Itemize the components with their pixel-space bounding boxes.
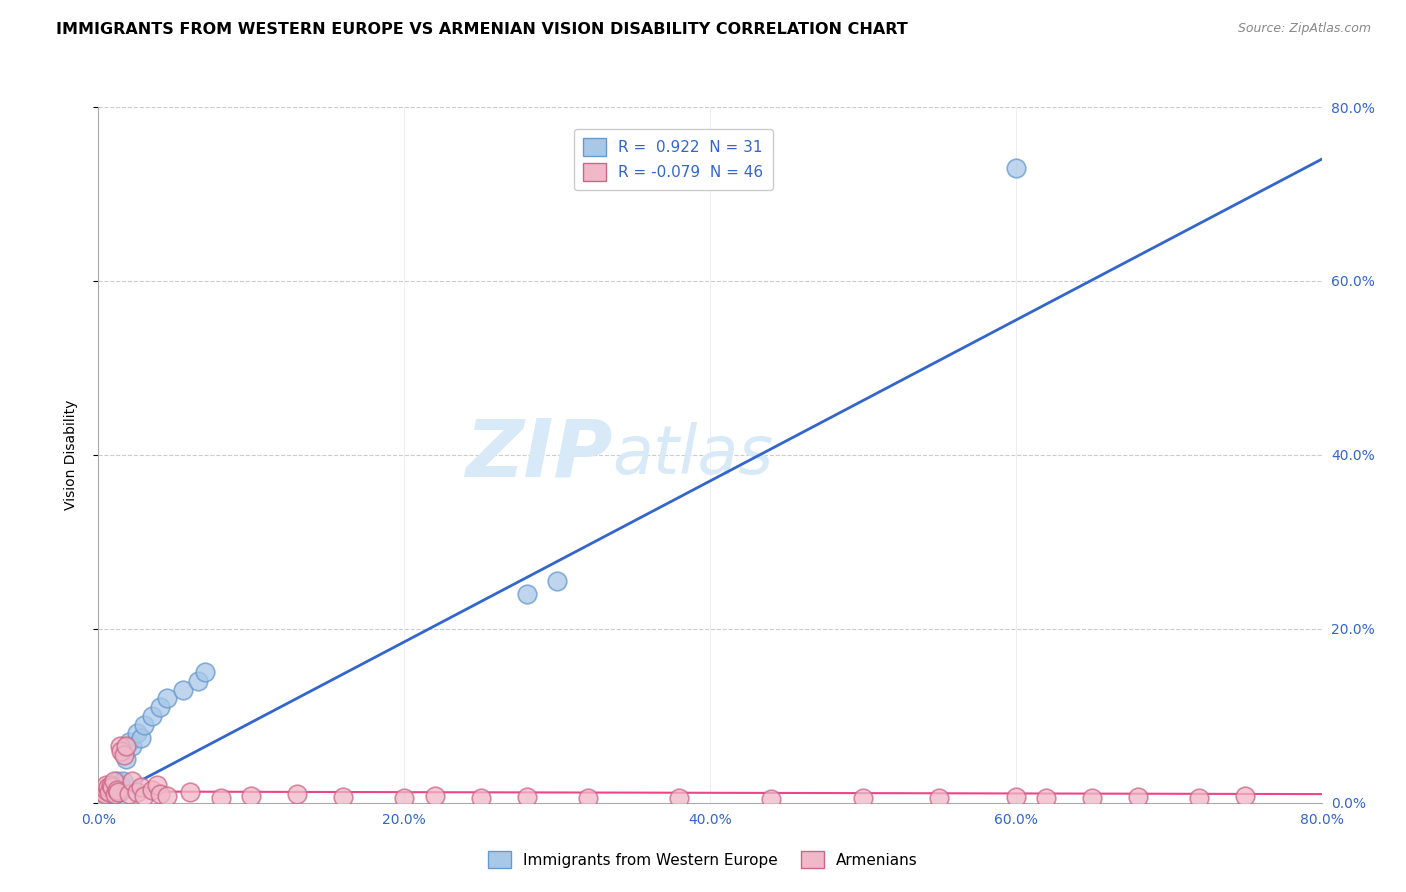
Point [110,744,132,758]
Point [107,785,129,799]
Point [94,790,117,805]
Point [172,682,194,697]
Text: ZIP: ZIP [465,416,612,494]
Point [108,739,131,754]
Point [149,787,172,801]
Point [90,793,112,807]
Point [134,789,156,803]
Point [1128,789,1150,804]
Point [240,789,263,803]
Point [91,792,114,806]
Point [104,787,127,801]
Point [121,739,143,754]
Point [1081,791,1104,805]
Point [852,790,875,805]
Point [125,785,148,799]
Legend: R =  0.922  N = 31, R = -0.079  N = 46: R = 0.922 N = 31, R = -0.079 N = 46 [574,128,773,190]
Point [115,752,138,766]
Point [103,774,125,789]
Text: atlas: atlas [612,422,773,488]
Point [576,790,599,805]
Point [110,778,132,792]
Point [93,787,115,801]
Point [759,792,782,806]
Point [125,726,148,740]
Point [1004,789,1026,804]
Point [100,778,122,792]
Point [104,787,127,801]
Point [134,717,156,731]
Point [129,731,152,745]
Point [98,785,121,799]
Point [392,791,416,805]
Point [97,789,120,804]
Point [209,791,232,805]
Point [332,789,354,804]
Point [112,747,135,762]
Point [94,778,117,792]
Point [129,780,152,794]
Point [1234,789,1257,803]
Point [97,780,120,794]
Point [516,789,538,804]
Point [149,700,172,714]
Legend: Immigrants from Western Europe, Armenians: Immigrants from Western Europe, Armenian… [481,844,925,875]
Point [516,587,538,601]
Point [546,574,568,588]
Text: IMMIGRANTS FROM WESTERN EUROPE VS ARMENIAN VISION DISABILITY CORRELATION CHART: IMMIGRANTS FROM WESTERN EUROPE VS ARMENI… [56,22,908,37]
Point [91,785,114,799]
Point [105,782,128,797]
Point [94,782,117,797]
Point [156,789,179,803]
Point [101,780,124,794]
Point [141,708,163,723]
Point [156,691,179,706]
Point [103,785,125,799]
Point [1004,161,1026,175]
Point [121,774,143,789]
Y-axis label: Vision Disability: Vision Disability [63,400,77,510]
Point [100,788,122,802]
Point [1188,790,1211,805]
Point [93,791,115,805]
Point [112,744,135,758]
Point [101,787,124,801]
Point [285,787,308,801]
Point [145,778,167,792]
Point [470,791,492,805]
Point [118,787,141,801]
Text: Source: ZipAtlas.com: Source: ZipAtlas.com [1237,22,1371,36]
Point [115,739,138,754]
Point [105,774,128,789]
Point [108,785,131,799]
Point [1035,790,1057,805]
Point [107,782,129,797]
Point [668,791,690,805]
Point [111,774,134,789]
Point [928,791,950,805]
Point [187,674,209,689]
Point [90,789,112,803]
Point [194,665,217,680]
Point [423,789,446,803]
Point [179,785,201,799]
Point [118,735,141,749]
Point [98,789,121,803]
Point [141,782,163,797]
